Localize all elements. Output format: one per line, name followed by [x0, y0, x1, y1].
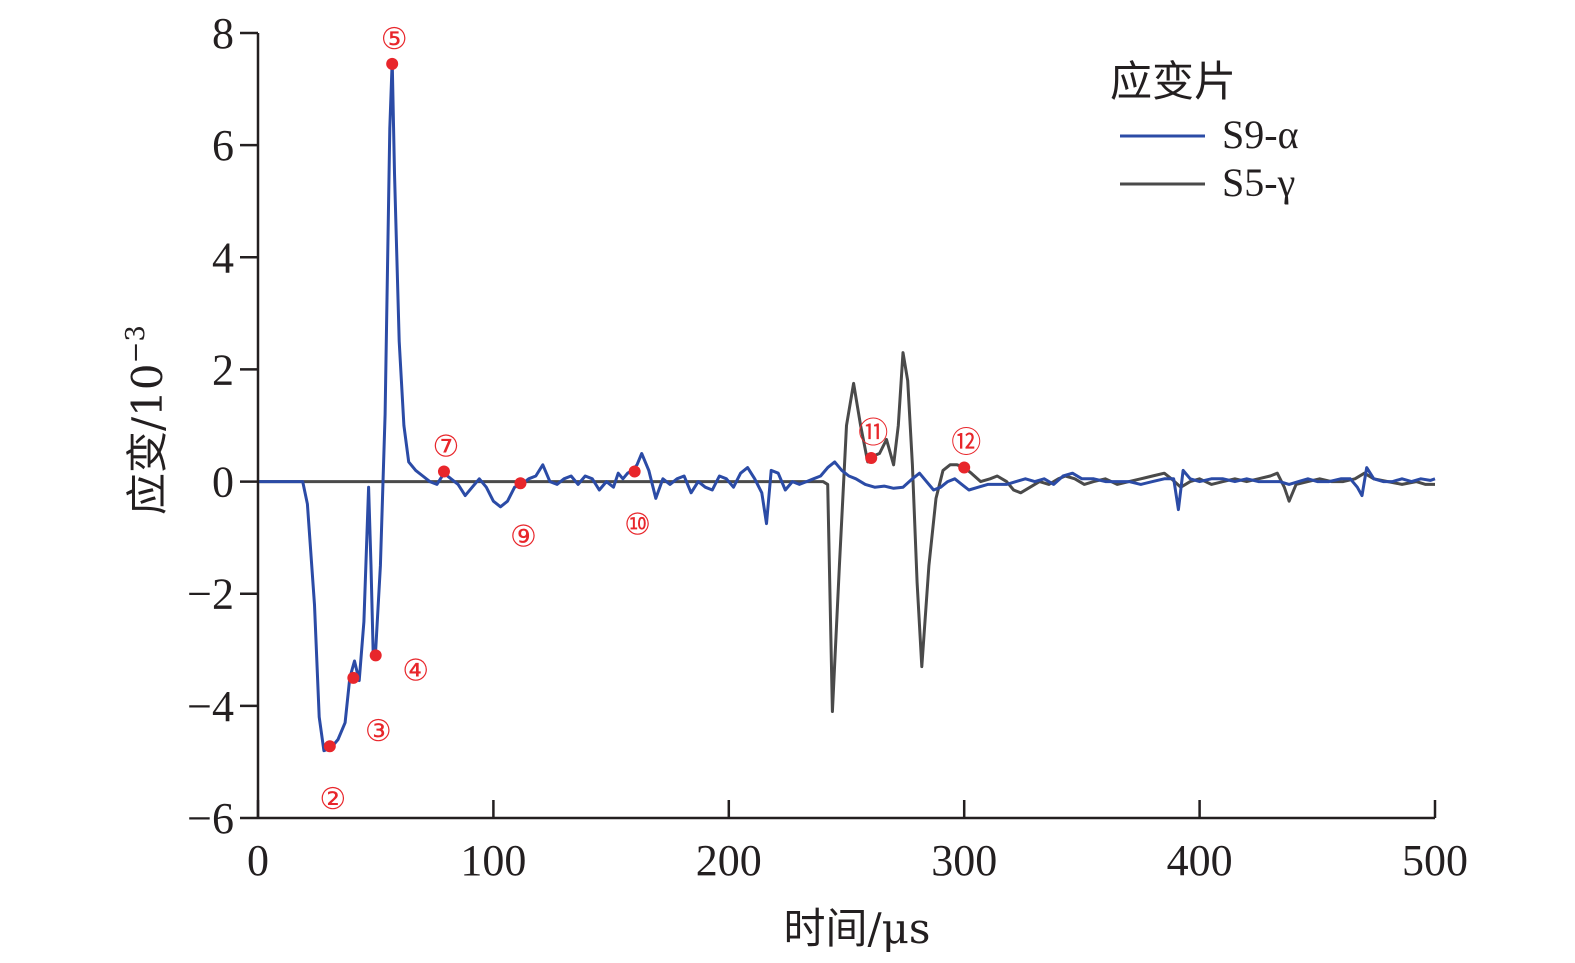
y-tick-label: 8 [212, 9, 234, 58]
x-axis-title: 时间/μs [783, 904, 930, 953]
event-marker [437, 465, 450, 478]
marker-layer: ② ③④ ⑤ ⑦ ⑨ ⑩ ⑪ ⑫ [319, 23, 981, 816]
event-marker [347, 671, 360, 684]
y-axis-title-main: 应变/10 [123, 363, 172, 515]
event-marker-label: ④ [402, 654, 429, 687]
event-marker-label: ⑨ [510, 520, 537, 553]
x-tick-label: 300 [931, 836, 997, 885]
event-marker [514, 477, 527, 490]
event-marker-label: ⑪ [858, 417, 888, 450]
y-tick-label: 2 [212, 345, 234, 394]
axes-layer: −6 −4 −2 0 2 4 6 8 0 100 200 300 400 500 [187, 9, 1468, 885]
x-tick-label: 500 [1402, 836, 1468, 885]
y-tick-label: 0 [212, 458, 234, 507]
event-marker-label: ⑦ [433, 430, 460, 463]
event-marker-label: ② [319, 783, 346, 816]
event-marker-label: ⑩ [624, 508, 651, 541]
y-axis-title: 应变/10−3 [121, 325, 172, 515]
y-axis-title-exponent: −3 [121, 325, 151, 363]
y-tick-label: 4 [212, 233, 234, 282]
series-line-s9- [258, 59, 1436, 753]
y-tick-label: −6 [187, 794, 234, 843]
event-marker-label: ③ [365, 715, 392, 748]
event-marker [386, 57, 399, 70]
event-marker [323, 740, 336, 753]
y-tick-label: −4 [187, 682, 234, 731]
event-marker [628, 465, 641, 478]
x-tick-label: 0 [247, 836, 269, 885]
series-line-s5- [258, 351, 1435, 713]
legend: 应变片 S9-α S5-γ [1110, 57, 1299, 205]
series-layer [258, 59, 1436, 753]
event-marker-label: ⑤ [381, 23, 408, 56]
x-tick-label: 200 [696, 836, 762, 885]
x-tick-label: 100 [460, 836, 526, 885]
event-marker-label: ⑫ [951, 427, 981, 460]
legend-label-s5: S5-γ [1222, 160, 1295, 205]
y-tick-label: 6 [212, 121, 234, 170]
event-marker [958, 461, 971, 474]
event-marker [369, 649, 382, 662]
event-marker [865, 452, 878, 465]
x-tick-label: 400 [1167, 836, 1233, 885]
y-tick-label: −2 [187, 570, 234, 619]
legend-label-s9: S9-α [1222, 112, 1299, 157]
legend-title: 应变片 [1110, 57, 1236, 106]
